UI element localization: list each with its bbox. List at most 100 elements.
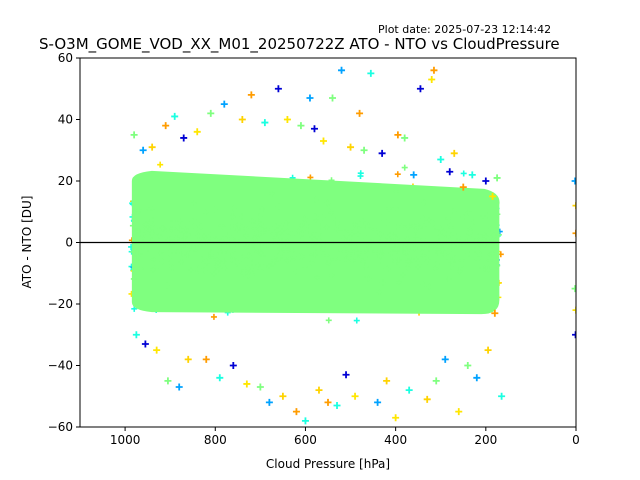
cluster-marker [440,229,447,236]
cluster-marker [220,249,227,256]
cluster-marker [249,259,256,266]
cluster-marker [420,215,427,222]
cluster-marker [312,251,319,258]
data-point [207,109,215,117]
cluster-marker [445,275,452,282]
cluster-marker [393,264,400,271]
cluster-marker [420,281,427,288]
cluster-marker [430,220,437,227]
data-point [491,309,499,317]
cluster-marker [442,235,449,242]
data-point [297,122,305,130]
cluster-marker [365,244,372,251]
cluster-marker [169,264,176,271]
data-point [243,380,251,388]
cluster-marker [488,247,495,254]
cluster-marker [170,225,177,232]
cluster-marker [195,232,202,239]
y-tick-label: 40 [58,113,73,127]
cluster-marker [471,218,478,225]
cluster-marker [377,231,384,238]
data-point [261,119,269,127]
cluster-marker [318,233,325,240]
cluster-marker [198,256,205,263]
cluster-marker [318,248,325,255]
cluster-marker [168,240,175,247]
cluster-marker [135,207,142,214]
data-point [482,177,490,185]
cluster-marker [378,242,385,249]
cluster-marker [270,230,277,237]
y-tick-label: 20 [58,174,73,188]
cluster-marker [298,222,305,229]
data-point [484,346,492,354]
cluster-marker [278,250,285,257]
cluster-marker [399,271,406,278]
cluster-marker [471,246,478,253]
cluster-marker [309,233,316,240]
cluster-marker [392,204,399,211]
cluster-marker [243,244,250,251]
cluster-marker [311,230,318,237]
cluster-marker [165,244,172,251]
cluster-marker [243,232,250,239]
data-point [351,392,359,400]
cluster-marker [151,225,158,232]
data-point [401,134,409,142]
cluster-marker [239,213,246,220]
cluster-marker [130,248,137,255]
cluster-marker [367,238,374,245]
cluster-marker [188,248,195,255]
cluster-marker [403,249,410,256]
data-point [256,383,264,391]
data-point [279,392,287,400]
data-point [360,146,368,154]
data-point [356,109,364,117]
cluster-marker [482,233,489,240]
data-point [229,362,237,369]
cluster-marker [405,223,412,230]
data-point [416,85,424,93]
cluster-marker [327,203,334,210]
data-point [292,408,300,416]
cluster-marker [165,255,172,262]
cluster-marker [393,224,400,231]
cluster-marker [140,227,147,234]
data-point [247,91,255,99]
cluster-marker [208,250,215,257]
cluster-marker [479,265,486,272]
cluster-marker [244,265,251,272]
cluster-marker [448,224,455,231]
cluster-marker [401,164,408,171]
cluster-marker [193,219,200,226]
cluster-marker [371,226,378,233]
cluster-marker [220,257,227,264]
cluster-marker [293,268,300,275]
data-point [333,401,341,409]
cluster-marker [312,196,319,203]
data-point [329,94,337,102]
cluster-marker [227,221,234,228]
cluster-marker [295,228,302,235]
cluster-marker [454,233,461,240]
data-point [301,417,309,425]
x-tick-label: 1000 [110,433,141,447]
data-point [184,355,192,363]
data-point [468,171,476,179]
cluster-marker [225,232,232,239]
cluster-marker [328,272,335,279]
cluster-marker [350,249,357,256]
cluster-marker [312,244,319,251]
data-point [283,116,291,123]
cluster-marker [457,263,464,270]
cluster-marker [449,244,456,251]
cluster-marker [364,225,371,232]
cluster-marker [376,289,383,296]
cluster-marker [323,252,330,259]
cluster-marker [448,232,455,239]
x-tick-label: 600 [294,433,317,447]
data-point [437,155,445,163]
cluster-marker [228,256,235,263]
cluster-marker [193,225,200,232]
cluster-marker [148,230,155,237]
